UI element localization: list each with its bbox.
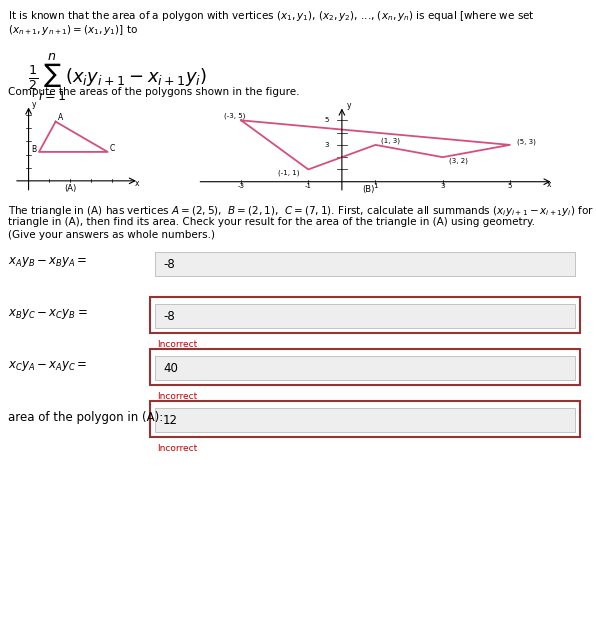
Text: triangle in (A), then find its area. Check your result for the area of the trian: triangle in (A), then find its area. Che… — [8, 217, 535, 227]
Text: 3: 3 — [324, 142, 328, 148]
Text: area of the polygon in (A):: area of the polygon in (A): — [8, 411, 163, 425]
Text: -8: -8 — [163, 258, 175, 271]
Text: x: x — [547, 180, 551, 189]
FancyBboxPatch shape — [155, 252, 575, 276]
Text: The triangle in (A) has vertices $A = (2, 5)$,  $B = (2, 1)$,  $C = (7, 1)$. Fir: The triangle in (A) has vertices $A = (2… — [8, 204, 596, 218]
Text: 40: 40 — [163, 361, 178, 375]
Text: $x_B y_C - x_C y_B =$: $x_B y_C - x_C y_B =$ — [8, 307, 88, 321]
Text: 5: 5 — [508, 184, 512, 189]
Text: -1: -1 — [305, 184, 312, 189]
Text: (3, 2): (3, 2) — [449, 157, 468, 164]
Text: 3: 3 — [440, 184, 445, 189]
FancyBboxPatch shape — [155, 304, 575, 328]
Text: Incorrect: Incorrect — [157, 444, 197, 453]
Text: C: C — [110, 144, 115, 152]
Text: (-3, 5): (-3, 5) — [224, 112, 246, 119]
FancyBboxPatch shape — [150, 401, 580, 437]
Text: (B): (B) — [362, 185, 375, 194]
Text: -3: -3 — [238, 184, 244, 189]
FancyBboxPatch shape — [155, 408, 575, 432]
Text: 5: 5 — [324, 117, 328, 123]
Text: Compute the areas of the polygons shown in the figure.: Compute the areas of the polygons shown … — [8, 87, 300, 97]
Text: Incorrect: Incorrect — [157, 340, 197, 349]
Text: (A): (A) — [64, 184, 76, 194]
Text: $x_C y_A - x_A y_C =$: $x_C y_A - x_A y_C =$ — [8, 359, 88, 373]
FancyBboxPatch shape — [150, 349, 580, 385]
Text: 12: 12 — [163, 413, 178, 427]
Text: y: y — [32, 100, 36, 109]
Text: Incorrect: Incorrect — [157, 392, 197, 401]
Text: A: A — [58, 113, 63, 123]
FancyBboxPatch shape — [155, 356, 575, 380]
Text: y: y — [347, 101, 352, 110]
Text: (-1, 1): (-1, 1) — [278, 170, 300, 176]
Text: -8: -8 — [163, 309, 175, 323]
FancyBboxPatch shape — [150, 297, 580, 333]
Text: $\frac{1}{2}\sum_{i=1}^{n}(x_i y_{i+1} - x_{i+1} y_i)$: $\frac{1}{2}\sum_{i=1}^{n}(x_i y_{i+1} -… — [28, 51, 207, 103]
Text: It is known that the area of a polygon with vertices $(x_1, y_1)$, $(x_2, y_2)$,: It is known that the area of a polygon w… — [8, 9, 535, 23]
Text: 1: 1 — [373, 184, 378, 189]
Text: (1, 3): (1, 3) — [380, 137, 399, 144]
Text: B: B — [32, 145, 37, 154]
Text: (Give your answers as whole numbers.): (Give your answers as whole numbers.) — [8, 230, 215, 240]
Text: x: x — [135, 179, 139, 188]
Text: (5, 3): (5, 3) — [517, 138, 535, 145]
Text: $(x_{n+1}, y_{n+1}) = (x_1, y_1)$] to: $(x_{n+1}, y_{n+1}) = (x_1, y_1)$] to — [8, 23, 138, 37]
Text: $x_A y_B - x_B y_A =$: $x_A y_B - x_B y_A =$ — [8, 255, 88, 269]
